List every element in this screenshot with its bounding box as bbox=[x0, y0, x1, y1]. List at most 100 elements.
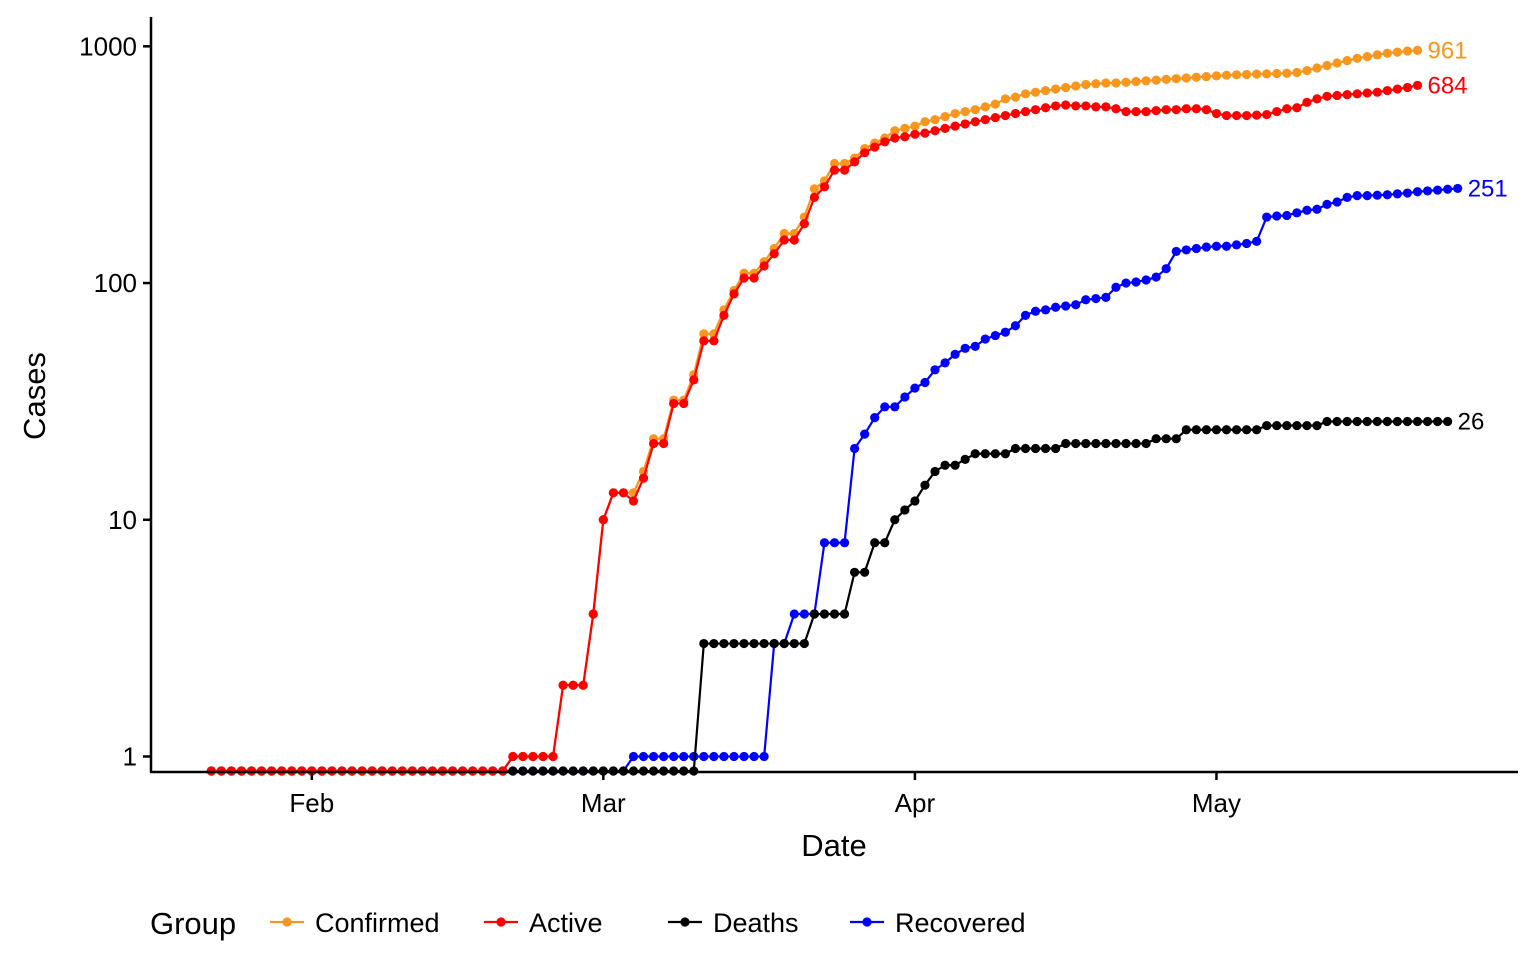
data-point-active bbox=[890, 133, 900, 143]
legend-item-recovered: Recovered bbox=[850, 908, 1026, 938]
data-point-deaths bbox=[709, 638, 719, 649]
end-label-confirmed: 961 bbox=[1427, 37, 1467, 64]
data-point-active bbox=[1292, 103, 1302, 113]
data-point-confirmed bbox=[1141, 76, 1151, 86]
data-point-recovered bbox=[1272, 211, 1282, 221]
data-point-deaths bbox=[1362, 416, 1372, 427]
end-label-active: 684 bbox=[1427, 72, 1467, 99]
data-point-active bbox=[1051, 101, 1061, 111]
data-point-active bbox=[930, 126, 940, 136]
data-point-deaths bbox=[950, 460, 960, 470]
data-point-deaths bbox=[860, 567, 870, 577]
data-point-deaths bbox=[1302, 420, 1312, 431]
data-point-active bbox=[699, 336, 709, 346]
data-point-active bbox=[960, 119, 970, 129]
data-point-recovered bbox=[970, 341, 980, 351]
data-point-deaths bbox=[1372, 416, 1382, 427]
data-point-deaths bbox=[940, 460, 950, 470]
data-point-recovered bbox=[1352, 191, 1362, 201]
data-point-active bbox=[860, 148, 870, 158]
data-point-deaths bbox=[930, 466, 940, 477]
data-point-deaths bbox=[920, 480, 930, 490]
data-point-deaths bbox=[1010, 443, 1021, 454]
x-axis-title: Date bbox=[801, 828, 866, 863]
legend-label: Confirmed bbox=[315, 908, 440, 938]
data-point-deaths bbox=[1040, 443, 1051, 454]
data-point-confirmed bbox=[779, 228, 789, 239]
data-point-active bbox=[1121, 106, 1131, 117]
data-point-active bbox=[1201, 105, 1211, 115]
data-point-active bbox=[1081, 101, 1091, 111]
data-point-active bbox=[1131, 106, 1141, 117]
data-point-recovered bbox=[930, 365, 940, 375]
data-point-deaths bbox=[1030, 443, 1041, 454]
data-point-recovered bbox=[1453, 183, 1463, 194]
data-point-recovered bbox=[900, 392, 910, 402]
data-point-confirmed bbox=[1392, 47, 1402, 57]
data-point-recovered bbox=[1322, 199, 1332, 209]
data-point-recovered bbox=[880, 402, 890, 412]
data-point-confirmed bbox=[1020, 89, 1031, 99]
data-point-recovered bbox=[749, 751, 759, 762]
data-point-recovered bbox=[1382, 190, 1392, 200]
data-point-recovered bbox=[1372, 190, 1382, 200]
data-point-recovered bbox=[1211, 241, 1222, 251]
legend-item-confirmed: Confirmed bbox=[270, 908, 440, 938]
data-point-active bbox=[769, 249, 779, 259]
data-point-confirmed bbox=[890, 126, 900, 136]
data-point-confirmed bbox=[1161, 74, 1171, 84]
series-layer bbox=[206, 45, 1463, 776]
data-point-deaths bbox=[1081, 438, 1091, 449]
data-point-deaths bbox=[980, 449, 990, 459]
data-point-deaths bbox=[829, 609, 840, 619]
data-point-recovered bbox=[1020, 310, 1031, 320]
data-point-active bbox=[689, 375, 699, 385]
data-point-active bbox=[970, 117, 980, 127]
data-point-confirmed bbox=[1312, 63, 1322, 73]
data-point-recovered bbox=[789, 609, 799, 619]
data-point-active bbox=[1231, 110, 1242, 121]
data-point-deaths bbox=[1292, 420, 1302, 431]
data-point-recovered bbox=[1412, 187, 1423, 197]
data-point-deaths bbox=[1091, 438, 1101, 449]
data-point-active bbox=[508, 751, 518, 762]
data-point-active bbox=[1322, 91, 1332, 101]
data-point-recovered bbox=[759, 751, 769, 762]
data-point-recovered bbox=[1443, 184, 1453, 194]
data-point-active bbox=[920, 128, 930, 138]
data-point-deaths bbox=[1412, 416, 1423, 427]
data-point-confirmed bbox=[829, 158, 840, 169]
data-point-recovered bbox=[1402, 188, 1413, 198]
data-point-confirmed bbox=[1131, 76, 1141, 87]
data-point-confirmed bbox=[809, 184, 820, 194]
data-point-confirmed bbox=[1292, 67, 1302, 78]
data-point-active bbox=[1211, 108, 1222, 119]
data-point-recovered bbox=[990, 330, 1000, 341]
data-point-confirmed bbox=[839, 158, 850, 169]
axes-layer: 1 10 100 1000 Feb Mar Apr May Date Cases bbox=[17, 17, 1518, 863]
data-point-deaths bbox=[890, 515, 900, 525]
data-point-confirmed bbox=[900, 123, 910, 134]
data-point-deaths bbox=[1171, 434, 1181, 444]
data-point-recovered bbox=[1191, 243, 1201, 254]
data-point-deaths bbox=[1252, 425, 1262, 435]
data-point-deaths bbox=[1211, 425, 1222, 435]
data-point-deaths bbox=[1201, 425, 1211, 435]
data-point-deaths bbox=[1282, 420, 1292, 431]
data-point-recovered bbox=[628, 751, 639, 762]
data-point-recovered bbox=[960, 343, 970, 353]
data-point-deaths bbox=[819, 609, 830, 619]
data-point-confirmed bbox=[980, 102, 990, 112]
data-point-deaths bbox=[1111, 438, 1121, 449]
data-point-recovered bbox=[1362, 191, 1372, 201]
data-point-active bbox=[1402, 82, 1413, 93]
data-point-active bbox=[990, 112, 1000, 123]
data-point-recovered bbox=[719, 751, 729, 762]
data-point-recovered bbox=[839, 538, 850, 548]
data-point-active bbox=[528, 751, 538, 762]
data-point-active bbox=[1191, 104, 1201, 114]
data-point-deaths bbox=[1422, 416, 1433, 427]
data-point-confirmed bbox=[960, 106, 970, 117]
data-point-active bbox=[789, 235, 799, 245]
legend-label: Active bbox=[529, 908, 603, 938]
